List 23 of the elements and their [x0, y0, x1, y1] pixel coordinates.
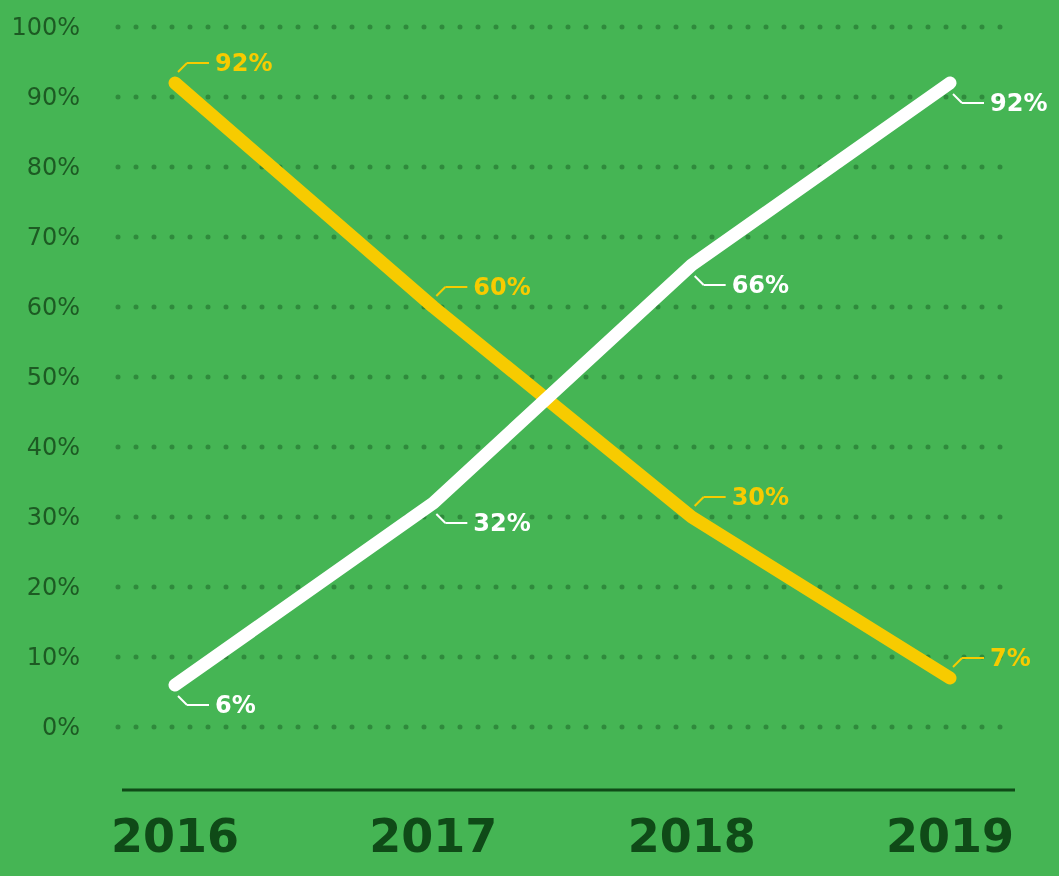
data-label: 60% [473, 273, 531, 302]
data-label: 66% [731, 271, 790, 300]
y-tick-label: 70% [26, 223, 80, 252]
y-tick-label: 60% [26, 293, 80, 322]
data-label: 32% [473, 509, 531, 538]
x-tick-label: 2019 [885, 809, 1015, 863]
x-tick-label: 2017 [369, 809, 498, 863]
y-tick-label: 90% [26, 83, 80, 112]
data-label: 30% [731, 483, 790, 512]
y-tick-label: 30% [26, 503, 80, 532]
data-label: 92% [215, 49, 273, 78]
data-label: 6% [215, 691, 256, 720]
data-label: 92% [990, 89, 1048, 118]
y-tick-label: 10% [26, 643, 80, 672]
y-tick-label: 80% [26, 153, 80, 182]
y-tick-label: 50% [26, 363, 80, 392]
x-tick-label: 2018 [627, 809, 756, 863]
y-tick-label: 0% [41, 713, 80, 742]
y-tick-label: 100% [11, 13, 80, 42]
y-tick-label: 20% [26, 573, 80, 602]
y-tick-label: 40% [26, 433, 80, 462]
data-label: 7% [990, 644, 1031, 673]
x-tick-label: 2016 [110, 809, 240, 863]
